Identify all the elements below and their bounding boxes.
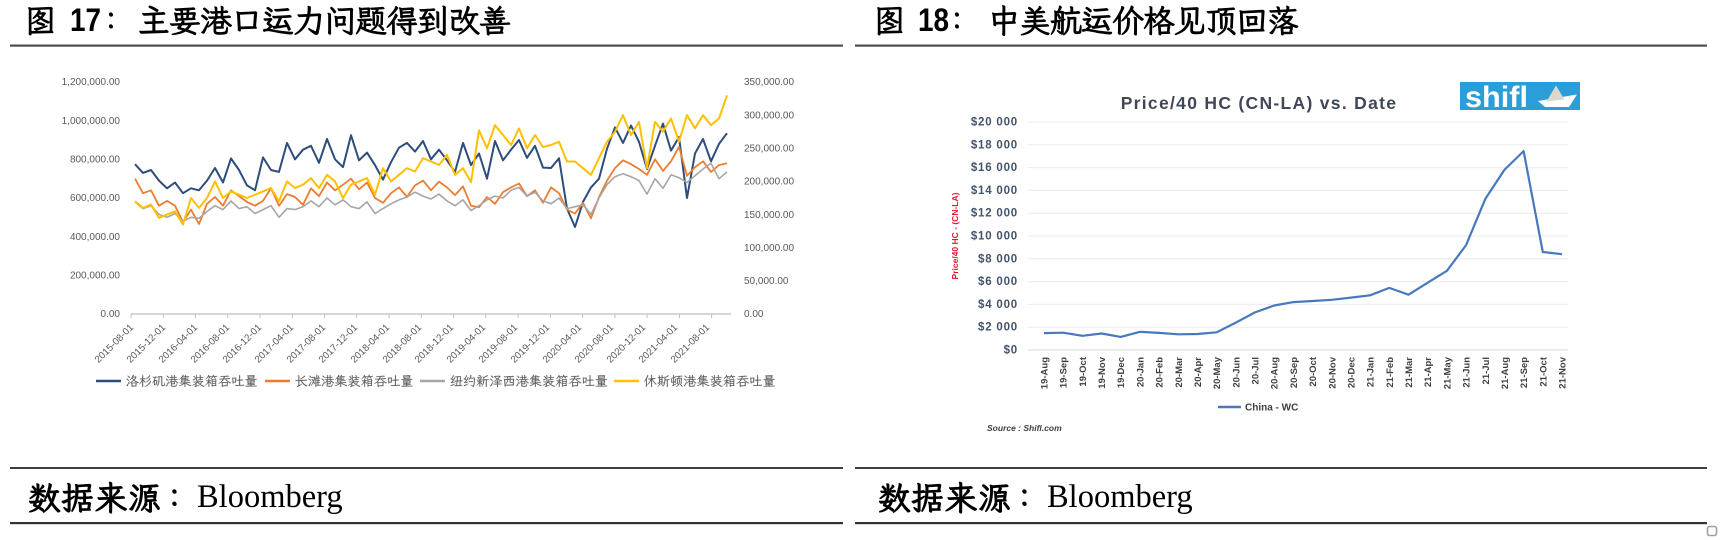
svg-text:$2 000: $2 000 [978, 322, 1018, 334]
svg-text:$18 000: $18 000 [971, 139, 1018, 151]
svg-text:shifl: shifl [1465, 81, 1528, 114]
svg-text:1,000,000.00: 1,000,000.00 [62, 116, 121, 127]
svg-text:17: 17 [70, 2, 101, 38]
svg-text:21-Feb: 21-Feb [1385, 357, 1396, 388]
svg-text:250,000.00: 250,000.00 [744, 144, 794, 155]
svg-text:19-Dec: 19-Dec [1116, 357, 1127, 388]
svg-text:100,000.00: 100,000.00 [744, 243, 794, 254]
svg-text:21-Apr: 21-Apr [1423, 357, 1434, 387]
svg-text:20-Sep: 20-Sep [1289, 357, 1300, 388]
svg-text:Source : Shifl.com: Source : Shifl.com [987, 423, 1062, 433]
svg-text:Bloomberg: Bloomberg [1047, 479, 1193, 515]
svg-text:21-Jul: 21-Jul [1481, 357, 1492, 384]
svg-text:$8 000: $8 000 [978, 253, 1018, 265]
svg-text:21-Mar: 21-Mar [1404, 357, 1415, 388]
svg-text:Bloomberg: Bloomberg [197, 479, 343, 515]
svg-text:$14 000: $14 000 [971, 185, 1018, 197]
svg-text:$4 000: $4 000 [978, 299, 1018, 311]
svg-text:300,000.00: 300,000.00 [744, 110, 794, 121]
svg-text:21-May: 21-May [1442, 356, 1453, 389]
svg-text:20-Dec: 20-Dec [1347, 357, 1358, 388]
svg-text:400,000.00: 400,000.00 [70, 232, 120, 243]
svg-text:200,000.00: 200,000.00 [744, 177, 794, 188]
svg-text:$12 000: $12 000 [971, 208, 1018, 220]
svg-text:21-Nov: 21-Nov [1558, 356, 1569, 388]
svg-text:19-Sep: 19-Sep [1059, 357, 1070, 388]
svg-text:0.00: 0.00 [101, 309, 121, 320]
svg-text:150,000.00: 150,000.00 [744, 210, 794, 221]
svg-text:600,000.00: 600,000.00 [70, 193, 120, 204]
svg-text:0.00: 0.00 [744, 309, 764, 320]
svg-text:350,000.00: 350,000.00 [744, 77, 794, 88]
svg-text:20-Jun: 20-Jun [1231, 357, 1242, 388]
svg-text:200,000.00: 200,000.00 [70, 271, 120, 282]
svg-text:$10 000: $10 000 [971, 231, 1018, 243]
svg-text:20-Feb: 20-Feb [1155, 357, 1166, 388]
svg-text:$0: $0 [1004, 345, 1018, 357]
svg-text:Price/40 HC (CN-LA) vs. Date: Price/40 HC (CN-LA) vs. Date [1121, 93, 1398, 113]
svg-text:21-Aug: 21-Aug [1500, 357, 1511, 389]
svg-text:1,200,000.00: 1,200,000.00 [62, 77, 121, 88]
svg-text:$6 000: $6 000 [978, 276, 1018, 288]
svg-text:19-Oct: 19-Oct [1078, 356, 1089, 386]
svg-text:20-Oct: 20-Oct [1308, 356, 1319, 386]
svg-text:20-Mar: 20-Mar [1174, 357, 1185, 388]
svg-text:20-Jan: 20-Jan [1135, 357, 1146, 387]
svg-text:20-Jul: 20-Jul [1251, 357, 1262, 384]
svg-text:19-Nov: 19-Nov [1097, 356, 1108, 388]
svg-text:19-Aug: 19-Aug [1040, 357, 1051, 389]
svg-text:21-Jan: 21-Jan [1366, 357, 1377, 387]
svg-text:20-Apr: 20-Apr [1193, 357, 1204, 387]
svg-text:21-Oct: 21-Oct [1538, 356, 1549, 386]
svg-text:20-Aug: 20-Aug [1270, 357, 1281, 389]
svg-text:$16 000: $16 000 [971, 162, 1018, 174]
svg-text:21-Sep: 21-Sep [1519, 357, 1530, 388]
svg-text:20-Nov: 20-Nov [1327, 356, 1338, 388]
svg-text:Price/40 HC - (CN-LA): Price/40 HC - (CN-LA) [950, 192, 960, 279]
svg-text:$20 000: $20 000 [971, 117, 1018, 129]
svg-text:21-Jun: 21-Jun [1462, 357, 1473, 388]
svg-text:20-May: 20-May [1212, 356, 1223, 389]
svg-text:50,000.00: 50,000.00 [744, 276, 789, 287]
svg-text:China - WC: China - WC [1245, 403, 1298, 414]
svg-text:18: 18 [918, 2, 949, 38]
svg-text:800,000.00: 800,000.00 [70, 155, 120, 166]
